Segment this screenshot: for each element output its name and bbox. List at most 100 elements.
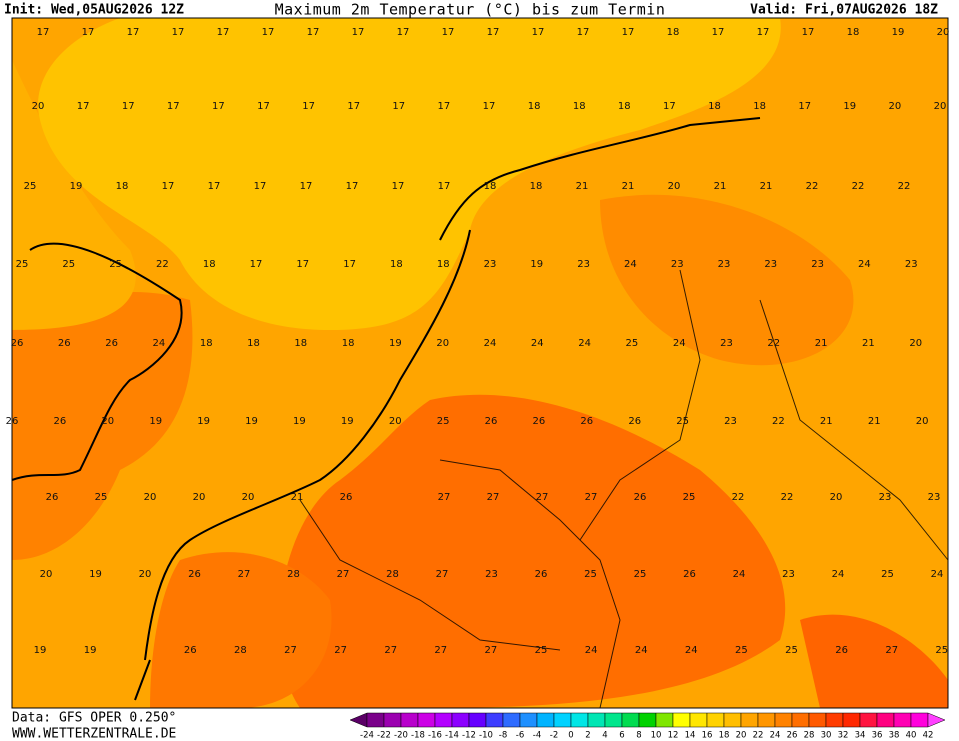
temperature-label: 26 xyxy=(535,569,548,580)
colorbar-label: -10 xyxy=(479,731,493,741)
temperature-label: 24 xyxy=(531,338,544,349)
colorbar-swatch xyxy=(876,712,895,728)
temperature-label: 17 xyxy=(798,101,811,112)
temperature-label: 20 xyxy=(668,181,681,192)
temperature-label: 27 xyxy=(238,569,251,580)
temperature-label: 17 xyxy=(392,181,405,192)
temperature-label: 25 xyxy=(935,645,948,656)
temperature-label: 23 xyxy=(724,416,737,427)
temperature-label: 22 xyxy=(767,338,780,349)
temperature-label: 17 xyxy=(162,181,175,192)
colorbar-label: -6 xyxy=(516,731,524,741)
colorbar-label: 0 xyxy=(568,731,573,741)
temperature-label: 23 xyxy=(671,259,684,270)
colorbar-label: 10 xyxy=(651,731,662,741)
temperature-label: 25 xyxy=(62,259,75,270)
temperature-label: 28 xyxy=(234,645,247,656)
temperature-label: 17 xyxy=(254,181,267,192)
temperature-label: 21 xyxy=(291,492,304,503)
temperature-label: 27 xyxy=(885,645,898,656)
colorbar-swatch xyxy=(791,712,810,728)
colorbar-label: 2 xyxy=(585,731,590,741)
source-url: WWW.WETTERZENTRALE.DE xyxy=(12,727,176,741)
temperature-label: 17 xyxy=(262,27,275,38)
temperature-label: 22 xyxy=(772,416,785,427)
temperature-label: 18 xyxy=(484,181,497,192)
temperature-label: 20 xyxy=(909,338,922,349)
temperature-label: 26 xyxy=(58,338,71,349)
colorbar-swatch xyxy=(553,712,572,728)
colorbar-swatch xyxy=(536,712,555,728)
colorbar-swatch xyxy=(604,712,623,728)
colorbar-swatch xyxy=(417,712,436,728)
temperature-label: 23 xyxy=(764,259,777,270)
colorbar-swatch xyxy=(689,712,708,728)
colorbar-label: 20 xyxy=(736,731,747,741)
temperature-label: 17 xyxy=(122,101,135,112)
colorbar-swatch xyxy=(621,712,640,728)
colorbar-swatch xyxy=(655,712,674,728)
temperature-label: 27 xyxy=(438,492,451,503)
temperature-label: 26 xyxy=(6,416,19,427)
temperature-label: 22 xyxy=(898,181,911,192)
temperature-label: 20 xyxy=(934,101,947,112)
colorbar-swatch xyxy=(587,712,606,728)
temperature-label: 25 xyxy=(16,259,29,270)
temperature-label: 24 xyxy=(484,338,497,349)
data-source: Data: GFS OPER 0.250° xyxy=(12,711,176,726)
colorbar: -24 -22 -20 -18 -16 -14 -12 -10 -8 -6 -4 -2 0 2 4 6 8 10 1… xyxy=(349,712,946,741)
temperature-label: 18 xyxy=(247,338,260,349)
temperature-label: 24 xyxy=(673,338,686,349)
temperature-label: 27 xyxy=(384,645,397,656)
temperature-label: 18 xyxy=(753,101,766,112)
temperature-label: 25 xyxy=(676,416,689,427)
temperature-label: 26 xyxy=(485,416,498,427)
temperature-label: 18 xyxy=(203,259,216,270)
colorbar-label: 26 xyxy=(787,731,798,741)
colorbar-swatch xyxy=(400,712,419,728)
colorbar-label: 4 xyxy=(602,731,607,741)
temperature-label: 18 xyxy=(294,338,307,349)
temperature-label: 23 xyxy=(905,259,918,270)
temperature-label: 26 xyxy=(683,569,696,580)
temperature-label: 26 xyxy=(184,645,197,656)
colorbar-label: 38 xyxy=(889,731,900,741)
temperature-label: 17 xyxy=(37,27,50,38)
temperature-label: 19 xyxy=(84,645,97,656)
colorbar-label: 36 xyxy=(872,731,883,741)
temperature-label: 20 xyxy=(139,569,152,580)
temperature-label: 19 xyxy=(530,259,543,270)
temperature-label: 17 xyxy=(487,27,500,38)
temperature-label: 19 xyxy=(389,338,402,349)
colorbar-swatch xyxy=(893,712,912,728)
temperature-label: 17 xyxy=(82,27,95,38)
colorbar-label: -14 xyxy=(445,731,459,741)
colorbar-swatch xyxy=(434,712,453,728)
temperature-label: 23 xyxy=(718,259,731,270)
colorbar-label: 18 xyxy=(719,731,730,741)
temperature-label: 19 xyxy=(197,416,210,427)
temperature-label: 17 xyxy=(296,259,309,270)
temperature-label: 20 xyxy=(916,416,929,427)
temperature-label: 27 xyxy=(436,569,449,580)
colorbar-label: 30 xyxy=(821,731,832,741)
temperature-label: 27 xyxy=(485,645,498,656)
temperature-label: 21 xyxy=(714,181,727,192)
colorbar-swatch xyxy=(638,712,657,728)
temperature-label: 19 xyxy=(70,181,83,192)
colorbar-swatch xyxy=(927,712,946,728)
temperature-label: 18 xyxy=(116,181,129,192)
temperature-label: 25 xyxy=(683,492,696,503)
temperature-label: 18 xyxy=(667,27,680,38)
temperature-label: 25 xyxy=(881,569,894,580)
temperature-label: 22 xyxy=(156,259,169,270)
colorbar-label: -20 xyxy=(394,731,408,741)
temperature-label: 20 xyxy=(889,101,902,112)
temperature-label: 23 xyxy=(782,569,795,580)
temperature-label: 17 xyxy=(483,101,496,112)
temperature-label: 25 xyxy=(584,569,597,580)
temperature-label: 24 xyxy=(832,569,845,580)
temperature-label: 27 xyxy=(337,569,350,580)
colorbar-swatch xyxy=(825,712,844,728)
colorbar-label: 6 xyxy=(619,731,624,741)
